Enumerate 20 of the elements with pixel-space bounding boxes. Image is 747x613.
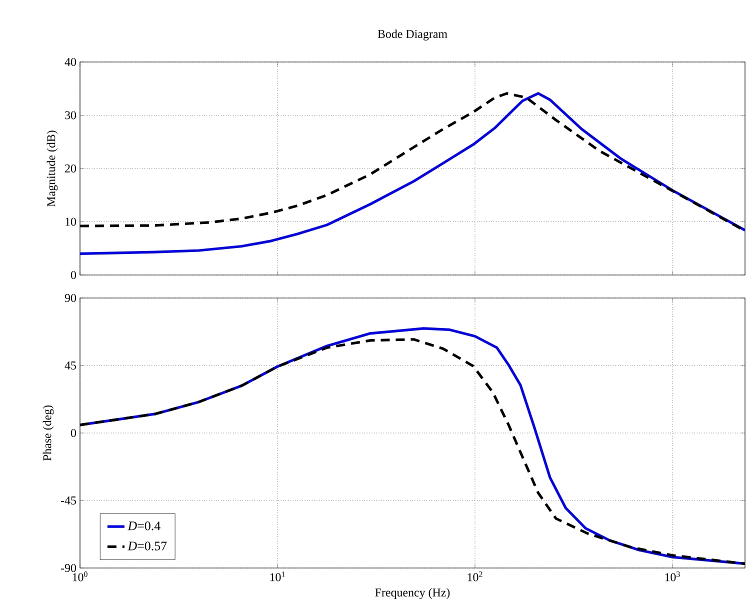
x-tick-label: 10$^{3}$ — [665, 572, 680, 582]
y-tick-label: 0 — [70, 428, 76, 438]
x-axis-title: Frequency (Hz) — [375, 588, 450, 599]
legend-label: D=0.57 — [128, 542, 167, 550]
y-tick-label: 10 — [66, 218, 76, 226]
y-tick-label: -45 — [60, 496, 76, 504]
y-axis-title: Phase (deg) — [42, 405, 54, 461]
y-tick-label: -90 — [60, 564, 76, 572]
legend-label: D=0.4 — [128, 522, 160, 530]
y-tick-label: 45 — [64, 362, 76, 370]
y-tick-label: 20 — [65, 164, 76, 173]
y-tick-label: 0 — [70, 270, 76, 280]
chart-title: Bode Diagram — [378, 30, 448, 40]
y-axis-title: Magnitude (dB) — [46, 130, 58, 207]
y-tick-label: 30 — [65, 111, 76, 120]
y-tick-label: 90 — [64, 294, 76, 302]
x-tick-label: 10$^{2}$ — [468, 572, 482, 582]
x-tick-label: 10$^{1}$ — [270, 572, 285, 582]
y-tick-label: 40 — [64, 58, 76, 66]
x-tick-label: 10$^{0}$ — [72, 572, 88, 582]
